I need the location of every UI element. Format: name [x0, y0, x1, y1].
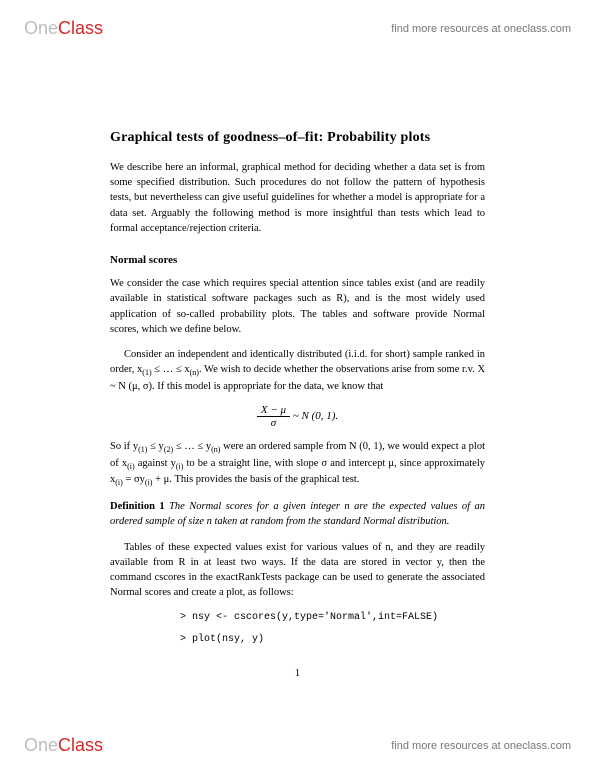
footer-link[interactable]: find more resources at oneclass.com: [391, 740, 571, 752]
intro-paragraph: We describe here an informal, graphical …: [110, 160, 485, 236]
definition-label: Definition 1: [110, 501, 165, 512]
subscript: (i): [127, 462, 135, 471]
logo-class: Class: [58, 735, 103, 756]
numerator: X − μ: [257, 404, 290, 417]
text: against y: [135, 458, 176, 469]
text: ≤ … ≤ y: [173, 441, 211, 452]
subscript: (1): [142, 368, 151, 377]
text: ≤ y: [147, 441, 163, 452]
logo: OneClass: [24, 18, 103, 39]
code-line: > nsy <- cscores(y,type='Normal',int=FAL…: [180, 610, 485, 626]
text: So if y: [110, 441, 138, 452]
subscript: (2): [164, 445, 173, 454]
logo-class: Class: [58, 18, 103, 39]
text: + μ. This provides the basis of the grap…: [152, 474, 359, 485]
page-title: Graphical tests of goodness–of–fit: Prob…: [110, 130, 485, 146]
definition: Definition 1 The Normal scores for a giv…: [110, 499, 485, 529]
section-heading: Normal scores: [110, 254, 485, 266]
text: We consider the case which requires spec…: [110, 278, 485, 335]
page-number: 1: [110, 668, 485, 679]
paragraph: So if y(1) ≤ y(2) ≤ … ≤ y(n) were an ord…: [110, 439, 485, 489]
logo-one: One: [24, 18, 58, 39]
text: = σy: [123, 474, 145, 485]
code-line: > plot(nsy, y): [180, 632, 485, 648]
paragraph: We consider the case which requires spec…: [110, 276, 485, 337]
document-body: Graphical tests of goodness–of–fit: Prob…: [110, 130, 485, 679]
header-link[interactable]: find more resources at oneclass.com: [391, 23, 571, 35]
logo-one: One: [24, 735, 58, 756]
text: ≤ … ≤ x: [152, 364, 190, 375]
fraction: X − μ σ: [257, 404, 290, 429]
subscript: (i): [115, 479, 123, 488]
denominator: σ: [257, 417, 290, 429]
subscript: (n): [190, 368, 199, 377]
logo: OneClass: [24, 735, 103, 756]
text: ~ N (0, 1).: [290, 410, 338, 422]
paragraph: Consider an independent and identically …: [110, 347, 485, 394]
definition-text: The Normal scores for a given integer n …: [110, 501, 485, 527]
formula: X − μ σ ~ N (0, 1).: [110, 404, 485, 429]
paragraph: Tables of these expected values exist fo…: [110, 540, 485, 601]
